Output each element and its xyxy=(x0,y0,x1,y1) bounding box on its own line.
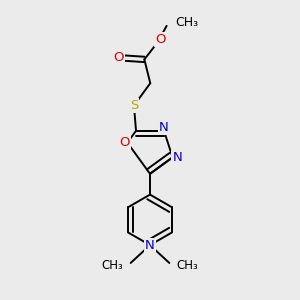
Text: O: O xyxy=(113,51,124,64)
Text: CH₃: CH₃ xyxy=(177,259,199,272)
Text: CH₃: CH₃ xyxy=(176,16,199,29)
Text: N: N xyxy=(145,238,155,252)
Text: O: O xyxy=(155,33,165,46)
Text: N: N xyxy=(159,121,169,134)
Text: CH₃: CH₃ xyxy=(101,259,123,272)
Text: S: S xyxy=(130,99,138,112)
Text: N: N xyxy=(172,151,182,164)
Text: O: O xyxy=(119,136,130,149)
